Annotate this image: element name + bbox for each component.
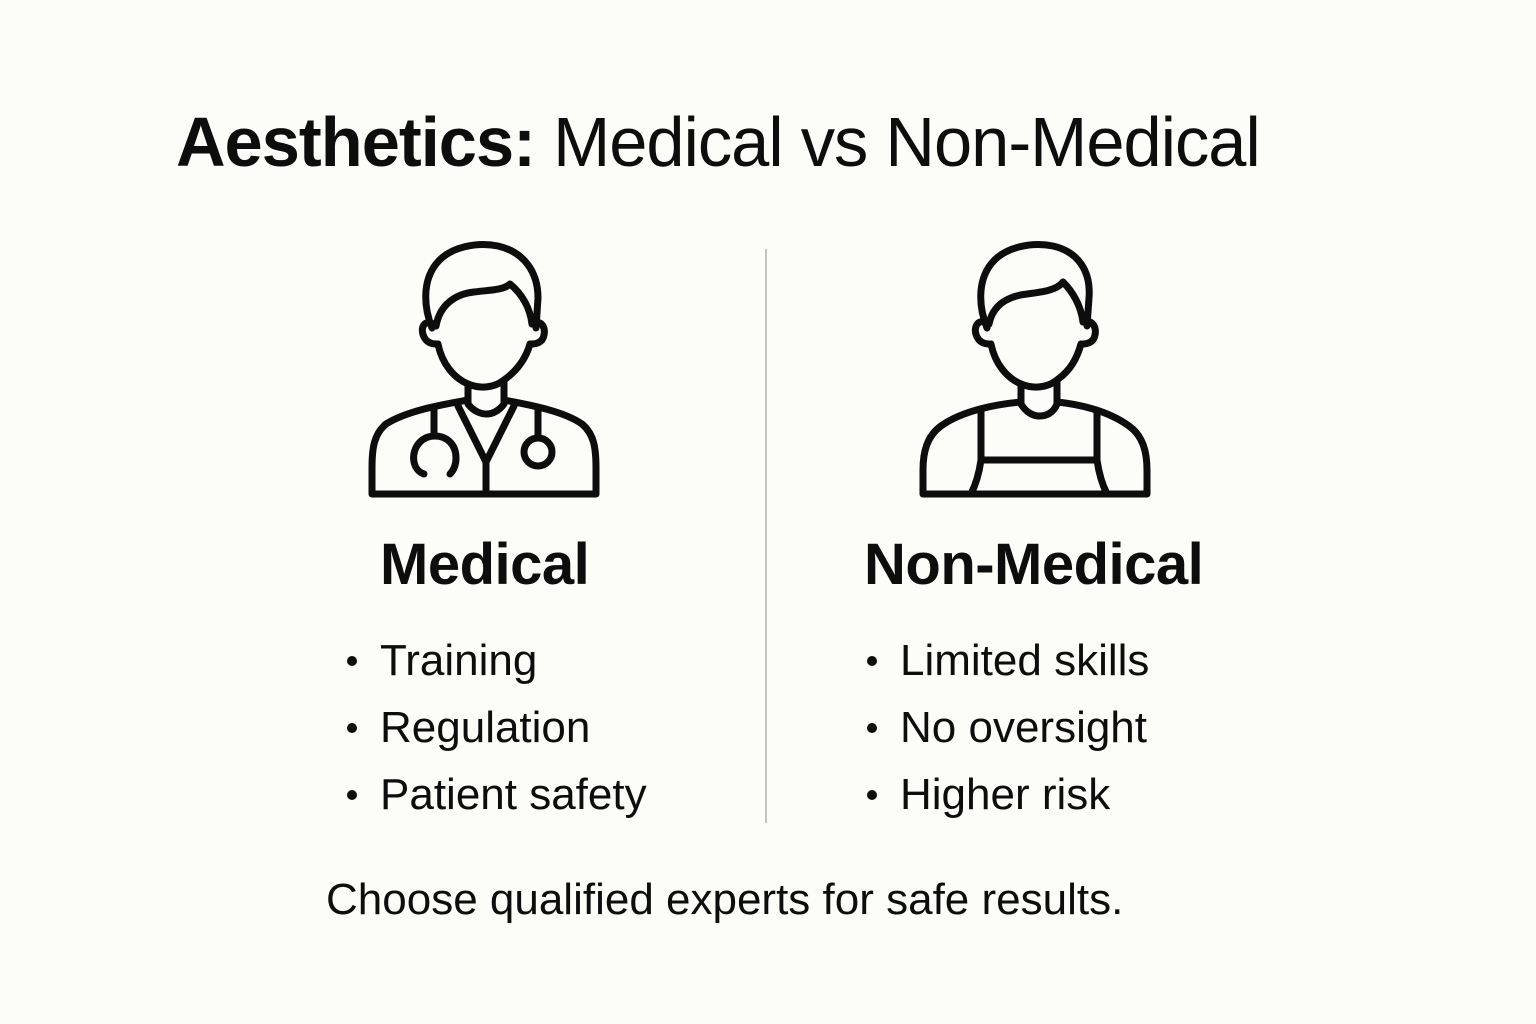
list-item-text: Regulation	[380, 703, 591, 752]
list-item: Training	[342, 627, 647, 694]
list-item-text: Limited skills	[900, 636, 1150, 685]
bullet-icon	[867, 655, 877, 666]
page-title: Aesthetics: Medical vs Non-Medical	[176, 100, 1261, 184]
list-item: Patient safety	[342, 761, 647, 828]
title-bold-part: Aesthetics:	[176, 103, 536, 181]
title-regular-part: Medical vs Non-Medical	[535, 103, 1261, 181]
bullet-icon	[347, 722, 357, 733]
non-medical-heading: Non-Medical	[864, 532, 1204, 597]
medical-list: Training Regulation Patient safety	[342, 627, 647, 828]
list-item-text: Training	[380, 636, 538, 685]
footer-note: Choose qualified experts for safe result…	[326, 875, 1124, 924]
list-item: Limited skills	[862, 627, 1149, 694]
person-in-apron-icon	[917, 238, 1153, 502]
medical-heading: Medical	[380, 532, 590, 597]
bullet-icon	[347, 655, 357, 666]
bullet-icon	[347, 789, 357, 800]
list-item: Higher risk	[862, 761, 1149, 828]
doctor-with-stethoscope-icon	[366, 238, 602, 502]
list-item: No oversight	[862, 694, 1149, 761]
list-item-text: Higher risk	[900, 770, 1111, 819]
non-medical-list: Limited skills No oversight Higher risk	[862, 627, 1149, 828]
list-item-text: No oversight	[900, 703, 1148, 752]
bullet-icon	[867, 722, 877, 733]
column-divider	[765, 249, 767, 823]
list-item-text: Patient safety	[380, 770, 647, 819]
bullet-icon	[867, 789, 877, 800]
list-item: Regulation	[342, 694, 647, 761]
